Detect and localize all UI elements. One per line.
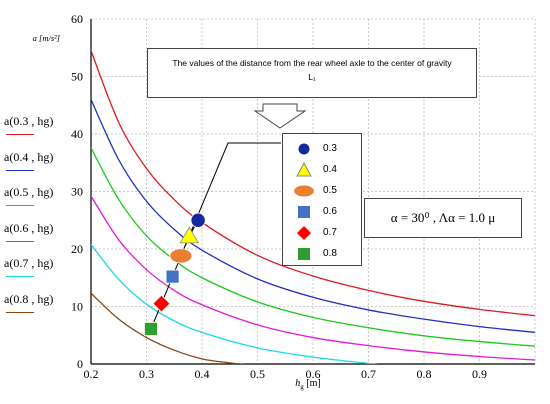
x-tick-label: 0.9 [472,367,487,381]
legend-label-4: a(0.6 , hg) [4,220,54,235]
series-line-6 [91,292,247,364]
callout-text-line1: The values of the distance from the rear… [172,58,452,68]
legend-swatch-6 [6,311,34,313]
y-tick-label: 0 [77,357,83,371]
marker-legend-icon-0.5 [294,185,314,197]
y-axis-title: a [m/s²] [33,33,60,43]
x-tick-label: 0.7 [361,367,376,381]
marker-legend-icon-0.7 [297,226,311,240]
y-tick-label: 20 [71,242,83,256]
parameter-annotation: α = 30⁰ , Λα = 1.0 μ [364,198,522,238]
marker-legend-row: 0.8 [283,245,363,263]
x-tick-label: 0.5 [250,367,265,381]
x-axis-title: hg [m] [295,378,320,391]
series-line-4 [91,195,535,361]
legend-swatch-2 [6,169,34,171]
y-tick-label: 10 [71,300,83,314]
marker-legend: 0.3 0.4 0.5 0.6 0.7 0.8 [282,133,362,266]
callout-box: The values of the distance from the rear… [147,48,477,98]
marker-legend-label-0.7: 0.7 [323,227,337,238]
marker-legend-icon-0.3 [298,143,310,155]
marker-legend-row: 0.7 [283,224,363,242]
data-marker-0.8 [144,322,158,336]
y-tick-label: 40 [71,127,83,141]
marker-legend-label-0.8: 0.8 [323,248,337,259]
legend-label-6: a(0.8 , hg) [4,291,54,306]
series-line-3 [91,147,535,347]
x-tick-label: 0.3 [139,367,154,381]
series-line-1 [91,50,535,317]
legend-swatch-4 [6,240,34,242]
legend-label-1: a(0.3 , hg) [4,114,54,128]
legend-label-3: a(0.5 , hg) [4,185,54,199]
callout-arrow [253,103,307,129]
data-marker-0.6 [165,269,180,284]
legend-label-5: a(0.7 , hg) [4,256,54,270]
legend-swatch-3 [6,205,34,206]
series-line-2 [91,99,535,334]
legend-swatch-1 [6,134,34,135]
legend-swatch-5 [6,276,34,277]
x-tick-label: 0.4 [195,367,210,381]
x-tick-label: 0.2 [84,367,99,381]
marker-legend-row: 0.3 [283,140,363,158]
y-tick-label: 60 [71,12,83,26]
marker-legend-label-0.3: 0.3 [323,143,337,154]
marker-legend-icon-0.4 [296,162,312,177]
series-line-5 [91,243,379,364]
x-tick-label: 0.6 [306,367,321,381]
marker-legend-row: 0.6 [283,203,363,221]
legend-label-2: a(0.4 , hg) [4,149,54,164]
marker-legend-icon-0.8 [298,248,310,260]
marker-legend-row: 0.4 [283,161,363,179]
marker-legend-icon-0.6 [298,206,310,218]
callout-text-line2: L₁ [308,72,316,82]
data-marker-0.3 [190,212,206,228]
marker-legend-label-0.6: 0.6 [323,206,337,217]
data-marker-0.4 [179,226,200,244]
marker-legend-row: 0.5 [283,182,363,200]
marker-legend-label-0.4: 0.4 [323,164,337,175]
marker-legend-label-0.5: 0.5 [323,185,337,196]
x-tick-label: 0.8 [417,367,432,381]
data-marker-0.7 [152,294,171,313]
y-tick-label: 30 [71,185,83,199]
y-tick-label: 50 [71,70,83,84]
data-marker-0.5 [169,248,193,264]
